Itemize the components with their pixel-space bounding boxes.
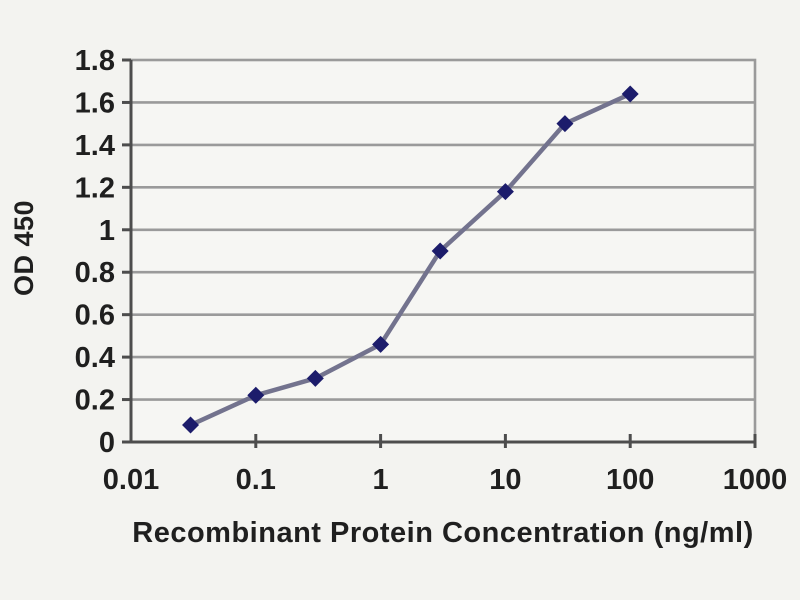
y-tick-label: 1.6: [75, 87, 115, 119]
y-tick-label: 1.8: [75, 45, 115, 77]
y-axis-title: OD 450: [9, 199, 39, 297]
y-tick-label: 1.4: [75, 130, 115, 162]
x-tick-label: 1: [373, 464, 389, 496]
y-tick-label: 1.2: [75, 172, 115, 204]
data-point-marker: [182, 416, 200, 434]
y-tick-label: 0.6: [75, 300, 115, 332]
y-tick-label: 0.2: [75, 385, 115, 417]
series-line: [188, 91, 633, 428]
data-point-marker: [496, 183, 514, 201]
x-tick-label: 1000: [723, 464, 788, 496]
x-tick-label: 10: [489, 464, 521, 496]
x-axis-title: Recombinant Protein Concentration (ng/ml…: [132, 517, 754, 549]
data-point-marker: [556, 115, 574, 133]
y-tick-label: 0: [99, 427, 115, 459]
x-tick-label: 0.1: [236, 464, 276, 496]
y-tick-label: 0.4: [75, 342, 115, 374]
data-point-marker: [431, 242, 449, 260]
x-tick-label: 100: [606, 464, 654, 496]
y-tick-label: 0.8: [75, 257, 115, 289]
x-tick-label: 0.01: [103, 464, 159, 496]
data-point-marker: [247, 386, 265, 404]
data-point-marker: [621, 85, 639, 103]
data-point-marker: [306, 369, 324, 387]
y-tick-label: 1: [99, 215, 115, 247]
data-point-marker: [372, 335, 390, 353]
